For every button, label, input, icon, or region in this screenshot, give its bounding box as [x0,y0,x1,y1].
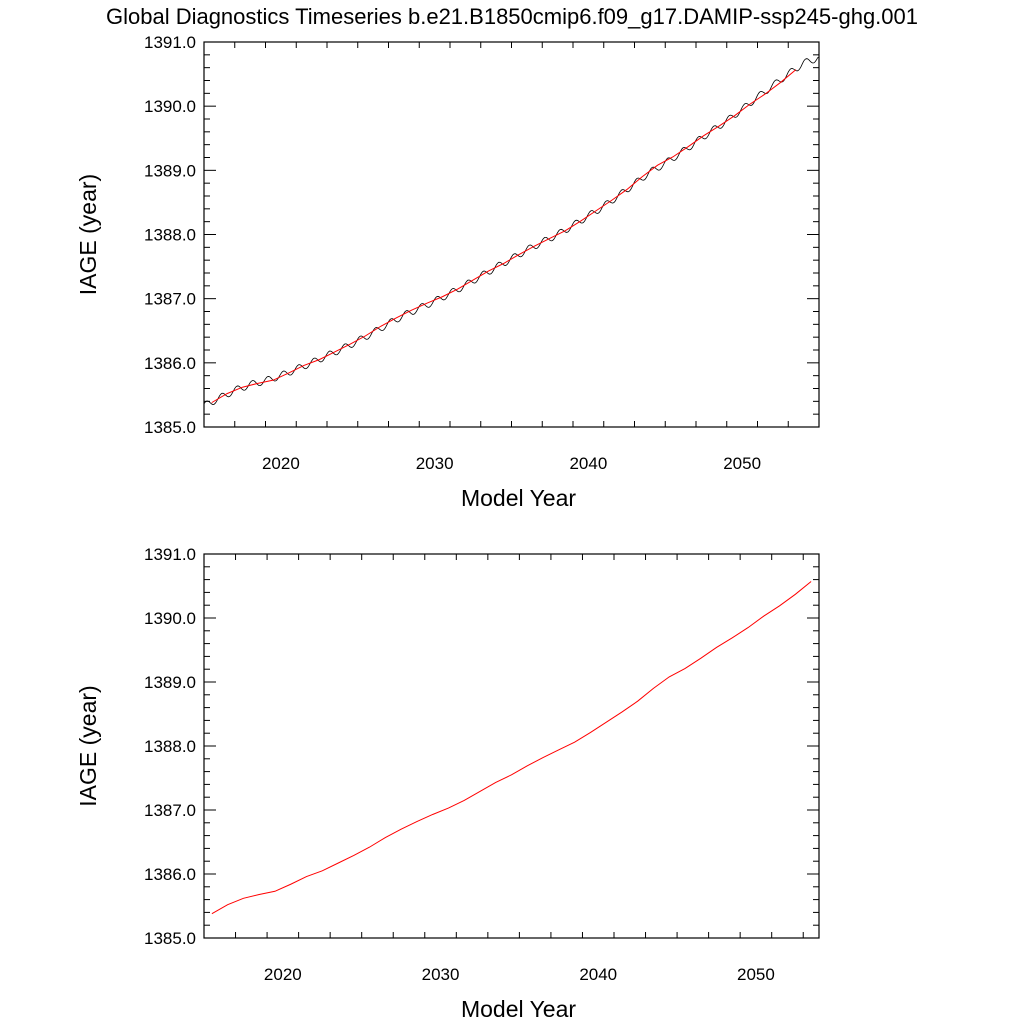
chart-panels: 2020 2030 2040 2050 1385.0 1386.0 1387.0 1388.0… [75,33,820,1022]
y-tick-label: 1388.0 [144,737,196,756]
x-tick-label: 2050 [737,965,775,984]
x-tick-label: 2030 [422,965,460,984]
x-axis-title: Model Year [461,996,576,1022]
y-tick-label: 1390.0 [144,609,196,628]
series-line-1 [211,581,812,915]
y-tick-label: 1389.0 [144,161,196,180]
y-tick-label: 1385.0 [144,929,196,948]
y-tick-label: 1386.0 [144,354,196,373]
x-axis-title: Model Year [461,485,576,511]
chart-panel-1: 2020 2030 2040 2050 1385.0 1386.0 1387.0 1388.0… [75,33,820,511]
plot-frame [203,553,820,939]
x-tick-label: 2040 [569,454,607,473]
x-tick-label: 2020 [262,454,300,473]
x-tick-label: 2030 [416,454,454,473]
y-tick-label: 1385.0 [144,418,196,437]
chart-title: Global Diagnostics Timeseries b.e21.B185… [106,4,918,29]
y-tick-label: 1389.0 [144,673,196,692]
x-tick-label: 2040 [579,965,617,984]
x-tick-label: 2050 [723,454,761,473]
y-tick-label: 1387.0 [144,801,196,820]
x-tick-label: 2020 [264,965,302,984]
y-tick-label: 1391.0 [144,545,196,564]
y-axis-title: IAGE (year) [75,174,101,295]
y-axis-title: IAGE (year) [75,685,101,806]
y-tick-label: 1391.0 [144,33,196,52]
y-tick-label: 1390.0 [144,97,196,116]
y-tick-label: 1387.0 [144,290,196,309]
y-tick-label: 1388.0 [144,226,196,245]
chart-panel-2: 2020 2030 2040 2050 1385.0 1386.0 1387.0 1388.0… [75,545,820,1022]
series-line-2 [211,69,797,404]
series-line-1 [204,57,819,405]
y-tick-label: 1386.0 [144,865,196,884]
